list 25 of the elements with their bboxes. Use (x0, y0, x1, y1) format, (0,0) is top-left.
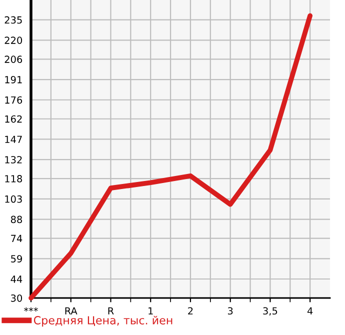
y-tick-label: 30 (11, 294, 22, 302)
x-tick-label: 4 (307, 307, 313, 314)
legend-label: Средняя Цена, тыс. йен (34, 316, 172, 327)
y-tick-label: 191 (5, 76, 22, 84)
y-tick-label: 103 (5, 195, 22, 203)
x-tick-label: RA (65, 307, 78, 314)
y-tick-label: 147 (5, 136, 22, 143)
y-tick-label: 88 (10, 216, 22, 224)
x-tick-label: R (108, 307, 114, 314)
y-tick-label: 220 (4, 36, 22, 44)
y-tick-label: 235 (4, 16, 22, 24)
x-tick-label: *** (24, 307, 38, 312)
y-tick-label: 59 (11, 255, 22, 262)
y-tick-label: 44 (10, 276, 22, 283)
x-tick-label: 1 (148, 307, 153, 314)
line-series (28, 13, 312, 300)
y-tick-label: 162 (5, 115, 22, 123)
y-tick-label: 176 (5, 96, 22, 104)
x-tick-label: 2 (188, 307, 193, 314)
y-tick-label: 118 (5, 175, 22, 182)
y-tick-label: 206 (4, 56, 22, 63)
y-tick-label: 74 (11, 234, 22, 242)
y-tick-label: 132 (5, 156, 22, 164)
x-tick-label: 3,5 (263, 307, 278, 316)
x-tick-label: 3 (228, 307, 233, 315)
